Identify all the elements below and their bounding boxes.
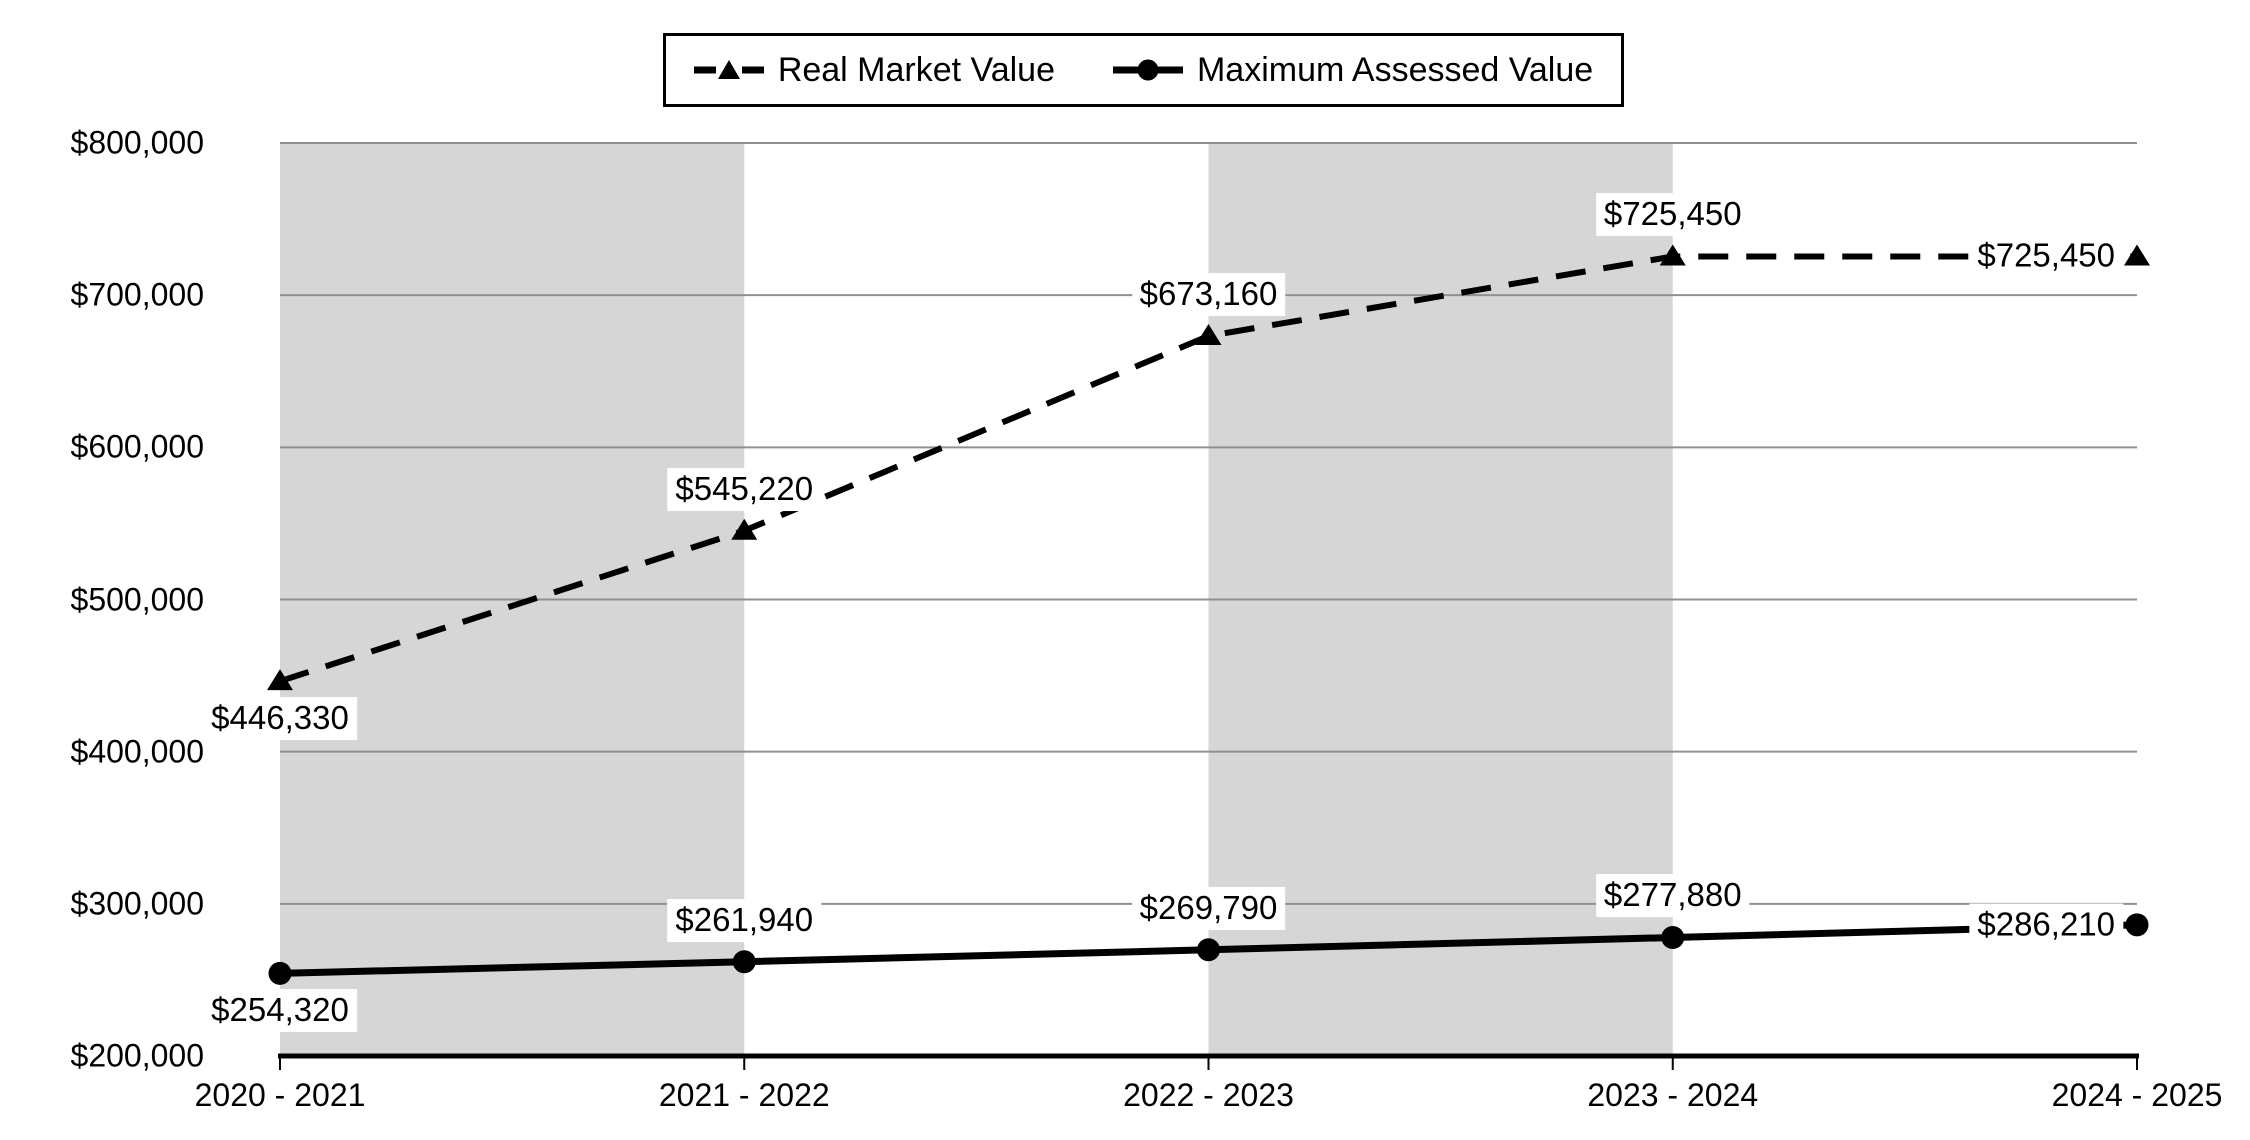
x-tick-label: 2024 - 2025 — [2051, 1077, 2223, 1113]
data-label: $725,450 — [1969, 234, 2123, 278]
data-label: $286,210 — [1969, 903, 2123, 947]
x-tick-label: 2021 - 2022 — [658, 1077, 830, 1113]
data-point-marker-circle — [1661, 925, 1685, 949]
y-tick-label: $300,000 — [70, 885, 204, 922]
data-label: $545,220 — [667, 467, 822, 511]
data-label: $269,790 — [1131, 886, 1286, 930]
y-tick-label: $600,000 — [70, 428, 204, 465]
data-point-marker-triangle — [1659, 244, 1686, 266]
data-point-marker-circle — [732, 950, 756, 974]
x-tick-label: 2022 - 2023 — [1123, 1077, 1294, 1113]
legend-solid-line-circle-icon — [1112, 59, 1183, 81]
data-point-marker-triangle — [731, 518, 758, 540]
legend-item: Real Market Value — [693, 50, 1055, 90]
y-tick-label: $800,000 — [70, 124, 204, 161]
legend-item: Maximum Assessed Value — [1112, 50, 1594, 90]
y-tick-label: $400,000 — [70, 733, 204, 770]
y-tick-label: $700,000 — [70, 276, 204, 313]
x-tick-label: 2023 - 2024 — [1587, 1077, 1759, 1113]
data-label: $446,330 — [203, 697, 357, 741]
legend-label: Real Market Value — [777, 50, 1055, 89]
data-label: $254,320 — [203, 989, 357, 1033]
data-label: $277,880 — [1595, 874, 1750, 918]
legend-dashed-line-triangle-icon — [693, 60, 764, 79]
legend-label: Maximum Assessed Value — [1196, 50, 1594, 89]
y-tick-label: $500,000 — [70, 581, 204, 617]
y-tick-label: $200,000 — [70, 1037, 204, 1074]
data-point-marker-circle — [2125, 913, 2149, 937]
data-point-marker-triangle — [2124, 244, 2150, 266]
x-tick-label: 2020 - 2021 — [194, 1077, 366, 1113]
data-label: $673,160 — [1131, 273, 1286, 316]
data-label: $725,450 — [1595, 193, 1750, 237]
data-label: $261,940 — [667, 898, 822, 942]
data-point-marker-triangle — [267, 669, 293, 691]
chart-legend: Real Market Value Maximum Assessed Value — [663, 33, 1624, 107]
data-point-marker-circle — [1197, 938, 1220, 962]
data-point-marker-circle — [268, 961, 292, 985]
data-point-marker-triangle — [1195, 324, 1222, 346]
